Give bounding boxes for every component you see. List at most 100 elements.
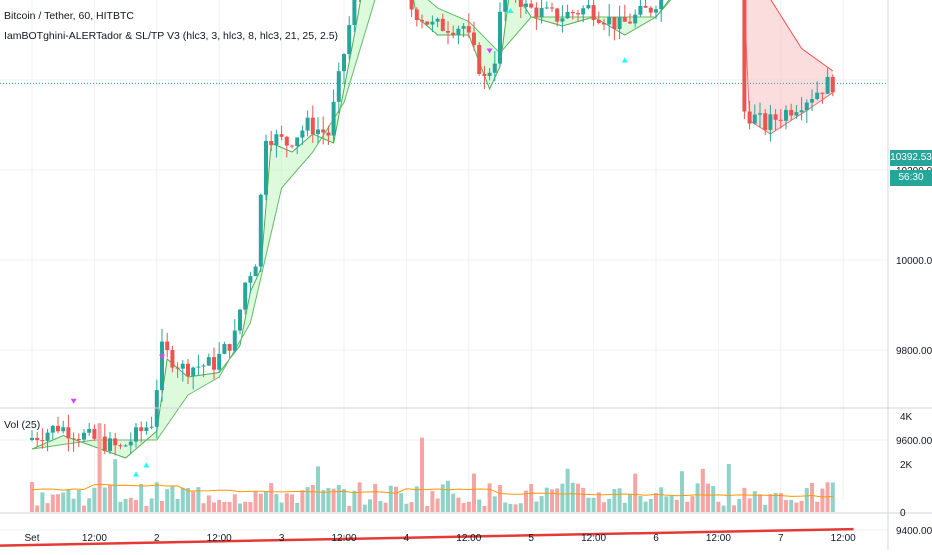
- candle-body: [336, 71, 341, 102]
- buy-signal-marker: [621, 57, 628, 63]
- volume-bar: [492, 496, 497, 512]
- volume-bar: [180, 487, 185, 512]
- candle-body: [586, 5, 591, 9]
- volume-bar: [102, 487, 107, 512]
- volume-bar: [784, 500, 788, 512]
- volume-bar: [248, 502, 253, 512]
- time-axis-label: 12:00: [831, 533, 856, 544]
- time-axis-label: 4: [404, 533, 410, 544]
- candle-body: [503, 0, 508, 12]
- volume-bar: [186, 488, 190, 512]
- candle-body: [472, 32, 476, 45]
- volume-bar: [638, 495, 643, 512]
- candle-body: [238, 309, 242, 331]
- candles: [30, 0, 835, 456]
- candle-body: [165, 341, 170, 351]
- volume-bar: [61, 492, 66, 512]
- candle-body: [243, 282, 248, 310]
- volume-bar: [669, 495, 674, 512]
- candle-body: [440, 18, 445, 31]
- volume-bar: [368, 499, 372, 512]
- volume-bar: [461, 503, 466, 512]
- volume-bar: [612, 488, 617, 512]
- volume-bar: [227, 501, 232, 512]
- candle-body: [524, 3, 528, 7]
- price-axis-label: 10000.00: [896, 256, 932, 267]
- candle-body: [227, 344, 232, 351]
- volume-bar: [685, 501, 690, 512]
- candle-body: [295, 137, 300, 147]
- candle-body: [534, 7, 539, 18]
- volume-bar: [539, 496, 544, 512]
- volume-bar: [810, 482, 814, 512]
- volume-bar: [378, 500, 383, 512]
- time-axis-label: Set: [24, 533, 39, 544]
- time-axis-label: 3: [279, 533, 285, 544]
- candle-body: [300, 130, 305, 138]
- volume-bar: [347, 505, 352, 512]
- volume-ma-line: [31, 483, 833, 498]
- volume-bar: [154, 482, 159, 512]
- volume-bar: [175, 498, 180, 512]
- volume-bar: [342, 489, 346, 512]
- volume-bar: [258, 493, 263, 512]
- candle-body: [451, 32, 456, 35]
- volume-bar: [773, 492, 778, 512]
- candle-body: [71, 438, 76, 440]
- volume-bar: [144, 505, 149, 512]
- volume-bar: [794, 502, 799, 512]
- candle-body: [66, 427, 71, 439]
- candle-body: [461, 26, 466, 29]
- volume-bar: [409, 502, 414, 512]
- time-axis-label: 2: [154, 533, 160, 544]
- signal-markers: [70, 8, 628, 477]
- price-axis-label: 9800.00: [896, 346, 932, 357]
- candle-body: [274, 134, 279, 146]
- candle-body: [576, 13, 580, 15]
- volume-bar: [477, 499, 482, 512]
- volume-bar: [586, 497, 591, 512]
- volume-bar: [92, 487, 97, 512]
- volume-bar: [737, 498, 742, 512]
- volume-bar: [373, 483, 378, 512]
- volume-bar: [399, 493, 404, 512]
- volume-bar: [440, 484, 445, 512]
- time-axis-label: 6: [653, 533, 659, 544]
- time-axis-label: 12:00: [706, 533, 731, 544]
- candle-body: [144, 427, 149, 432]
- volume-bar: [560, 483, 565, 512]
- price-axis-label: 9400.00: [896, 526, 932, 537]
- candle-body: [784, 109, 788, 121]
- candle-body: [830, 76, 835, 93]
- volume-bar: [253, 491, 258, 512]
- volume-bar: [414, 486, 419, 512]
- volume-bar: [45, 503, 50, 512]
- volume-axis-label: 2K: [900, 460, 913, 471]
- volume-bar: [778, 492, 783, 512]
- candle-body: [118, 445, 123, 447]
- volume-bar: [290, 494, 294, 512]
- candle-body: [30, 437, 34, 440]
- volume-bar: [82, 505, 86, 512]
- volume-bar: [789, 499, 794, 512]
- candle-body: [799, 110, 804, 113]
- volume-bar: [352, 490, 357, 512]
- indicator-title[interactable]: IamBOTghini-ALERTador & SL/TP V3 (hlc3, …: [4, 30, 339, 42]
- volume-bar: [555, 488, 560, 512]
- volume-bar: [134, 500, 138, 512]
- candle-body: [310, 117, 315, 135]
- volume-title[interactable]: Vol (25): [4, 419, 41, 431]
- volume-bar: [758, 494, 762, 512]
- volume-bar: [732, 505, 736, 512]
- volume-bar: [529, 483, 534, 512]
- candle-body: [648, 7, 653, 13]
- candle-body: [794, 112, 799, 116]
- volume-bar: [534, 501, 539, 512]
- volume-bar: [326, 487, 331, 512]
- volume-bar: [508, 504, 513, 512]
- symbol-title[interactable]: Bitcoin / Tether, 60, HITBTC: [4, 10, 134, 22]
- candle-body: [747, 111, 752, 124]
- candle-body: [638, 5, 643, 15]
